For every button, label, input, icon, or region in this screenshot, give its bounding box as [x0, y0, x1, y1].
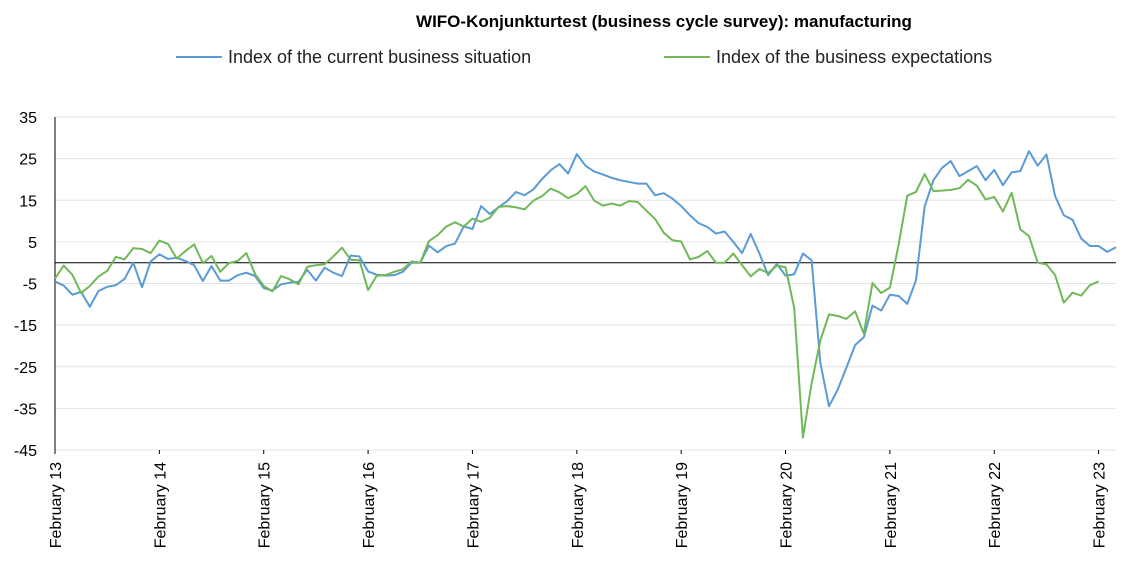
y-tick-label: 25 [19, 152, 37, 169]
x-tick-label: February 19 [674, 462, 691, 548]
y-tick-label: -15 [14, 318, 37, 335]
legend-label-business-expectations: Index of the business expectations [716, 47, 992, 67]
x-tick-label: February 14 [152, 462, 169, 548]
x-tick-label: February 16 [361, 462, 378, 548]
y-tick-label: -25 [14, 360, 37, 377]
series-lines [54, 150, 1117, 439]
y-tick-label: 35 [19, 110, 37, 127]
series-line-business-expectations [54, 173, 1100, 439]
y-tick-label: 5 [28, 235, 37, 252]
chart-title: WIFO-Konjunkturtest (business cycle surv… [416, 12, 912, 31]
x-tick-label: February 18 [570, 462, 587, 548]
x-tick-label: February 22 [987, 462, 1004, 548]
legend-label-current-situation: Index of the current business situation [228, 47, 531, 67]
gridlines [55, 116, 1116, 451]
x-tick-label: February 20 [779, 462, 796, 548]
x-tick-label: February 17 [465, 462, 482, 548]
x-tick-label: February 15 [257, 462, 274, 548]
y-tick-label: -5 [23, 277, 37, 294]
y-tick-label: -45 [14, 443, 37, 460]
y-tick-label: 15 [19, 193, 37, 210]
series-line-current-situation [54, 150, 1117, 408]
x-tick-label: February 23 [1092, 462, 1109, 548]
x-axis-ticks: February 13 February 14 February 15 Februar… [48, 450, 1109, 548]
x-tick-label: February 13 [48, 462, 65, 548]
y-tick-label: -35 [14, 401, 37, 418]
y-axis-ticks: 35 25 15 5 -5 -15 -25 -35 -45 [14, 110, 37, 460]
legend: Index of the current business situation … [176, 47, 992, 67]
x-tick-label: February 21 [883, 462, 900, 548]
